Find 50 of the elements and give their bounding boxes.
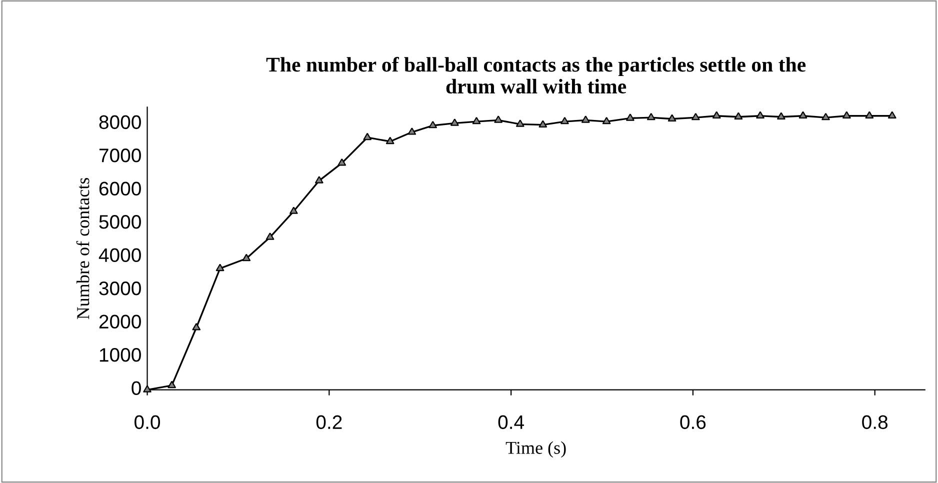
- point: [516, 119, 524, 127]
- point: [472, 116, 481, 124]
- point: [242, 254, 251, 262]
- x-tick-label: 0.8: [862, 415, 888, 430]
- point: [712, 111, 721, 119]
- point: [822, 112, 830, 120]
- x-tick-label: 0.2: [316, 415, 342, 430]
- x-tick-label: 0.0: [134, 415, 160, 430]
- point: [777, 112, 786, 120]
- point: [192, 322, 201, 330]
- point: [581, 115, 590, 123]
- point: [602, 116, 611, 124]
- point: [168, 380, 176, 388]
- y-tick-label: 8000: [99, 115, 141, 130]
- y-axis-title: Numbre of contacts: [76, 178, 90, 320]
- point: [626, 113, 634, 121]
- point: [692, 112, 700, 120]
- point: [538, 120, 548, 128]
- point: [290, 206, 298, 214]
- x-axis-title: Time (s): [506, 441, 566, 458]
- point: [216, 264, 224, 272]
- point: [338, 158, 346, 166]
- point: [494, 115, 502, 123]
- point: [756, 111, 764, 119]
- point: [842, 111, 851, 119]
- point: [798, 111, 808, 119]
- y-tick-label: 0: [132, 381, 141, 395]
- point: [408, 127, 416, 135]
- point: [865, 111, 874, 119]
- point: [888, 111, 896, 119]
- point: [363, 132, 372, 140]
- point: [450, 118, 459, 126]
- point: [266, 232, 274, 240]
- point: [734, 112, 743, 120]
- y-tick-label: 4000: [98, 248, 141, 262]
- y-tick-label: 2000: [99, 314, 141, 329]
- chart-title: The number of ball-ball contacts as the particles settle on the drum wall with time: [266, 56, 806, 94]
- point: [560, 116, 569, 124]
- point: [668, 114, 676, 122]
- y-tick-label: 5000: [99, 215, 141, 229]
- point: [386, 136, 394, 144]
- x-tick-label: 0.6: [680, 415, 706, 430]
- y-tick-label: 1000: [100, 348, 141, 362]
- point: [314, 176, 324, 184]
- x-tick-label: 0.4: [498, 415, 524, 430]
- y-tick-label: 3000: [99, 282, 141, 296]
- point: [646, 112, 656, 120]
- point: [428, 120, 438, 128]
- y-tick-label: 6000: [99, 182, 141, 196]
- y-tick-label: 7000: [99, 148, 141, 162]
